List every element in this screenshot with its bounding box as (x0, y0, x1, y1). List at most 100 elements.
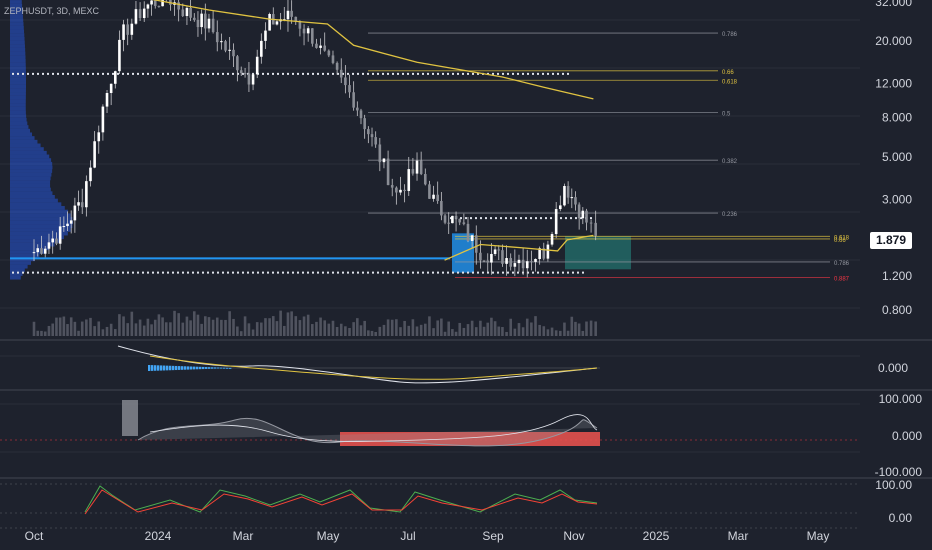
candle-body (286, 10, 290, 20)
candle-body (247, 73, 251, 85)
candle-body (134, 9, 138, 24)
time-tick-8: Mar (728, 529, 749, 543)
profile-bar (10, 29, 25, 34)
macd-hist-bar (181, 366, 184, 370)
candle-body (243, 73, 247, 75)
candle-body (331, 55, 335, 63)
profile-bar (10, 176, 51, 181)
volume-bar (294, 316, 298, 336)
price-tick-2: 12.000 (875, 77, 912, 91)
stoch-pane (0, 483, 860, 529)
volume-bar (356, 318, 359, 336)
volume-bar (228, 311, 231, 336)
profile-bar (10, 209, 69, 214)
macd-hist-bar (184, 366, 187, 370)
osc-spike (122, 400, 138, 436)
profile-bar (10, 36, 25, 41)
fib-label-upper-2: 0.618 (722, 79, 738, 85)
macd-hist-bar (199, 366, 202, 370)
candle-body (255, 56, 259, 75)
volume-bar (327, 323, 331, 336)
macd-hist-bar (196, 366, 199, 370)
profile-bar (10, 220, 73, 225)
candle-body (306, 28, 310, 34)
volume-bar (181, 322, 185, 336)
macd-hist-bar (223, 367, 226, 369)
profile-bar (10, 172, 52, 177)
candle-body (138, 9, 142, 19)
candle-body (462, 222, 466, 224)
candle-body (497, 249, 501, 251)
volume-bar (419, 324, 423, 336)
candle-body (574, 197, 577, 205)
candle-body (130, 23, 134, 35)
candle-body (215, 32, 219, 43)
volume-bar (542, 326, 546, 336)
volume-bar (282, 325, 286, 336)
time-tick-1: 2024 (145, 529, 172, 543)
osc-tick-0: 100.000 (879, 392, 923, 406)
volume-bar (490, 317, 493, 336)
volume-bar (382, 324, 386, 336)
volume-bar (298, 320, 302, 336)
osc-tick-1: 0.000 (892, 429, 922, 443)
candle-body (370, 134, 374, 138)
candle-body (80, 202, 84, 208)
profile-bar (10, 114, 27, 118)
candle-body (348, 85, 351, 93)
profile-bar (10, 3, 23, 8)
profile-bar (10, 187, 51, 192)
profile-bar (10, 217, 73, 221)
volume-bar (169, 322, 172, 336)
volume-bar (501, 327, 504, 336)
candle-body (403, 189, 406, 191)
candle-body (451, 215, 454, 224)
candle-body (251, 74, 255, 85)
volume-bar (339, 323, 343, 336)
profile-bar (10, 92, 26, 96)
candle-body (118, 39, 121, 72)
volume-bar (220, 319, 223, 336)
macd-hist-bar (229, 367, 232, 369)
volume-bar (130, 311, 134, 336)
volume-bar (482, 326, 486, 336)
candle-body (239, 70, 243, 74)
profile-bar (10, 73, 26, 78)
candle-body (395, 187, 398, 193)
profile-bar (10, 106, 26, 111)
volume-bar (574, 321, 577, 336)
volume-bar (189, 320, 192, 336)
candle-body (181, 9, 185, 17)
volume-bar (443, 331, 447, 336)
profile-bar (10, 264, 28, 269)
volume-bar (51, 323, 54, 336)
candle-body (542, 248, 546, 259)
candle-body (470, 235, 474, 241)
price-axis[interactable]: 32.000 20.000 12.000 8.000 5.000 3.000 1.200 0.… (875, 0, 923, 525)
candle-body (93, 141, 96, 168)
candle-body (153, 0, 157, 6)
profile-bar (10, 161, 53, 166)
volume-bar (497, 326, 501, 336)
last-price-label: 1.879 (870, 232, 912, 249)
time-axis[interactable]: Oct 2024 Mar May Jul Sep Nov 2025 Mar May (25, 529, 830, 543)
candle-body (185, 7, 189, 17)
profile-bar (10, 121, 28, 126)
volume-bar (286, 312, 290, 336)
candle-body (161, 0, 164, 7)
macd-hist-bar (154, 365, 157, 371)
candle-body (97, 132, 101, 142)
candle-body (275, 21, 279, 25)
volume-bar (275, 321, 279, 336)
profile-bar (10, 154, 50, 159)
volume-bar (113, 329, 117, 336)
profile-bar (10, 99, 26, 104)
profile-bar (10, 51, 26, 56)
volume-bar (335, 327, 339, 336)
time-tick-3: May (317, 529, 340, 543)
volume-bar (232, 318, 235, 336)
price-tick-6: 1.200 (882, 269, 912, 283)
profile-bar (10, 110, 26, 115)
volume-bar (546, 329, 550, 336)
